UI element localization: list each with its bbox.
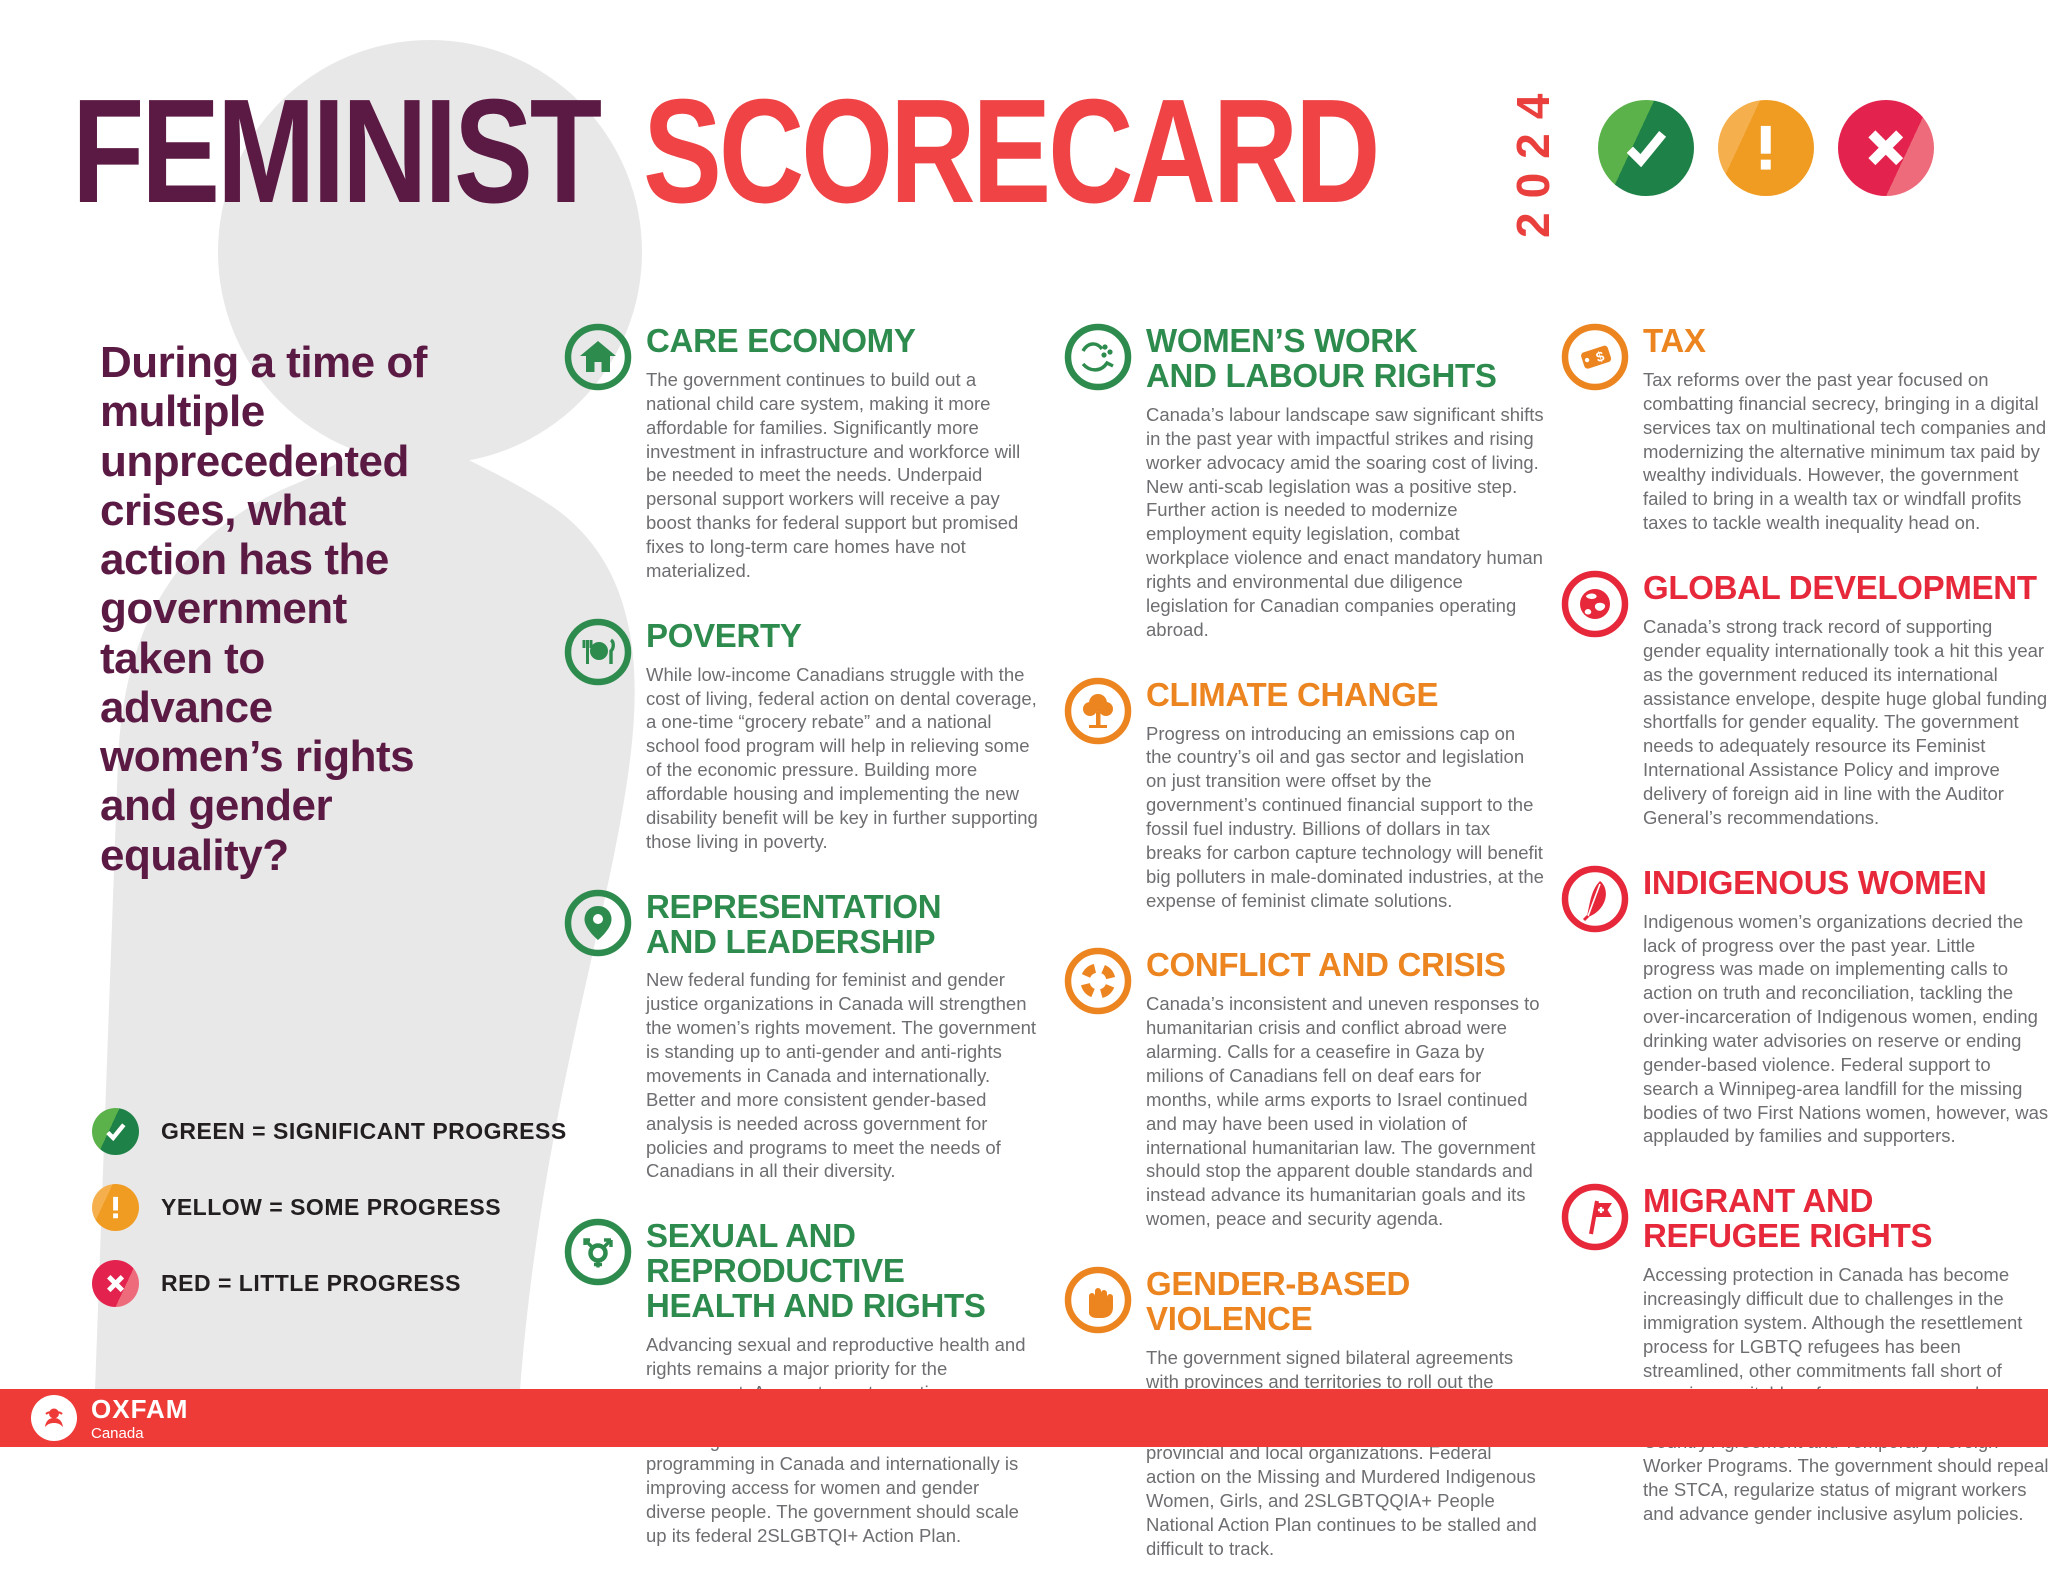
exclamation-circle-icon bbox=[92, 1184, 139, 1231]
woman-silhouette bbox=[95, 40, 642, 1390]
section-body: The government continues to build out a … bbox=[646, 368, 1021, 581]
section-body: New federal funding for feminist and gen… bbox=[646, 969, 1037, 1182]
flag-icon bbox=[1560, 1182, 1630, 1252]
section-title: REPRESENTATION AND LEADERSHIP bbox=[646, 887, 942, 960]
section-title: TAX bbox=[1643, 322, 1706, 359]
hand-coins-icon bbox=[1063, 322, 1133, 392]
section-tax: $ TAX Tax reforms over the past year foc… bbox=[1560, 322, 2048, 535]
section-indigenous-women: INDIGENOUS WOMEN Indigenous women’s orga… bbox=[1560, 864, 2048, 1149]
footer-country: Canada bbox=[91, 1424, 144, 1442]
section-climate-change: CLIMATE CHANGE Progress on introducing a… bbox=[1063, 676, 1545, 913]
x-circle-icon bbox=[92, 1260, 139, 1307]
section-body: Canada’s inconsistent and uneven respons… bbox=[1146, 993, 1540, 1230]
legend-item-green: GREEN = SIGNIFICANT PROGRESS bbox=[92, 1108, 567, 1155]
section-title: CARE ECONOMY bbox=[646, 322, 916, 359]
globe-icon bbox=[1560, 569, 1630, 639]
section-care-economy: CARE ECONOMY The government continues to… bbox=[563, 322, 1041, 583]
x-circle-icon bbox=[1838, 100, 1934, 196]
section-title: WOMEN’S WORK AND LABOUR RIGHTS bbox=[1146, 322, 1497, 394]
section-title: GENDER-BASED VIOLENCE bbox=[1146, 1264, 1411, 1337]
intro-question: During a time of multiple unprecedented … bbox=[100, 338, 427, 880]
year-label: 2024 bbox=[1507, 79, 1559, 238]
plate-cutlery-icon bbox=[563, 617, 633, 687]
check-circle-icon bbox=[92, 1108, 139, 1155]
legend-item-yellow: YELLOW = SOME PROGRESS bbox=[92, 1184, 567, 1231]
section-title: MIGRANT AND REFUGEE RIGHTS bbox=[1643, 1182, 1933, 1255]
section-poverty: POVERTY While low-income Canadians strug… bbox=[563, 617, 1041, 854]
section-body: Indigenous women’s organizations decried… bbox=[1643, 910, 2048, 1147]
column-3: $ TAX Tax reforms over the past year foc… bbox=[1560, 322, 2048, 1560]
section-body: While low-income Canadians struggle with… bbox=[646, 663, 1038, 852]
check-circle-icon bbox=[1598, 100, 1694, 196]
section-title: POVERTY bbox=[646, 616, 802, 654]
legend-item-red: RED = LITTLE PROGRESS bbox=[92, 1260, 567, 1307]
status-icon-row bbox=[1598, 100, 1934, 196]
section-title: GLOBAL DEVELOPMENT bbox=[1643, 568, 2037, 606]
section-sexual-and-reproductive-health-and-rights: SEXUAL AND REPRODUCTIVE HEALTH AND RIGHTS… bbox=[563, 1217, 1041, 1548]
footer-bar: OXFAM Canada bbox=[0, 1389, 2048, 1447]
section-body: Canada’s strong track record of supporti… bbox=[1643, 615, 2048, 828]
legend-label: GREEN = SIGNIFICANT PROGRESS bbox=[161, 1118, 567, 1144]
legend: GREEN = SIGNIFICANT PROGRESS YELLOW = SO… bbox=[92, 1108, 567, 1336]
section-body: The government signed bilateral agreemen… bbox=[1146, 1346, 1537, 1559]
section-migrant-and-refugee-rights: MIGRANT AND REFUGEE RIGHTS Accessing prot… bbox=[1560, 1182, 2048, 1525]
section-conflict-and-crisis: CONFLICT AND CRISIS Canada’s inconsisten… bbox=[1063, 946, 1545, 1231]
section-representation-and-leadership: REPRESENTATION AND LEADERSHIP New federal… bbox=[563, 888, 1041, 1184]
tree-icon bbox=[1063, 676, 1133, 746]
location-pin-icon bbox=[563, 888, 633, 958]
section-global-development: GLOBAL DEVELOPMENT Canada’s strong track… bbox=[1560, 569, 2048, 830]
section-title: INDIGENOUS WOMEN bbox=[1643, 863, 1987, 901]
gender-symbol-icon bbox=[563, 1217, 633, 1287]
section-body: Progress on introducing an emissions cap… bbox=[1146, 722, 1544, 911]
page-title: FEMINIST SCORECARD bbox=[72, 78, 1380, 226]
house-icon bbox=[563, 322, 633, 392]
section-title: CONFLICT AND CRISIS bbox=[1146, 946, 1506, 984]
raised-hand-icon bbox=[1063, 1265, 1133, 1335]
section-title: SEXUAL AND REPRODUCTIVE HEALTH AND RIGHTS bbox=[646, 1217, 986, 1325]
legend-label: RED = LITTLE PROGRESS bbox=[161, 1270, 461, 1296]
section-body: Tax reforms over the past year focused o… bbox=[1643, 368, 2047, 534]
section-body: Canada’s labour landscape saw significan… bbox=[1146, 403, 1544, 640]
footer-org-name: OXFAM bbox=[91, 1393, 189, 1424]
title-feminist: FEMINIST bbox=[72, 69, 602, 234]
lifebuoy-icon bbox=[1063, 946, 1133, 1016]
exclamation-circle-icon bbox=[1718, 100, 1814, 196]
legend-label: YELLOW = SOME PROGRESS bbox=[161, 1194, 502, 1220]
oxfam-logo-icon bbox=[31, 1395, 77, 1441]
feather-icon bbox=[1560, 864, 1630, 934]
section-womens-work-and-labour-rights: WOMEN’S WORK AND LABOUR RIGHTS Canada’s l… bbox=[1063, 322, 1545, 642]
footer-text: OXFAM Canada bbox=[91, 1396, 188, 1441]
section-title: CLIMATE CHANGE bbox=[1146, 675, 1439, 713]
title-scorecard: SCORECARD bbox=[643, 69, 1380, 234]
price-tag-icon: $ bbox=[1560, 322, 1630, 392]
